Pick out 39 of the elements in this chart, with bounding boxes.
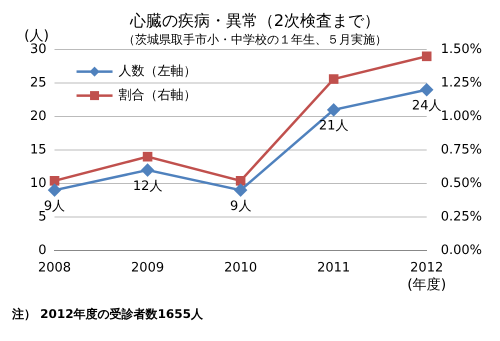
- y-tick-label: 0: [38, 242, 47, 258]
- legend-label: 割合（右軸）: [118, 88, 197, 103]
- x-axis-title: (年度): [407, 277, 446, 294]
- y2-tick-label: 0.50%: [440, 176, 482, 191]
- y2-tick-label: 1.50%: [440, 42, 482, 57]
- chart-title: 心臓の疾病・異常（2次検査まで）: [128, 10, 380, 30]
- data-label: 24人: [412, 98, 442, 114]
- y-tick-label: 15: [30, 142, 47, 158]
- point: [142, 152, 152, 162]
- data-label: 21人: [318, 118, 348, 134]
- x-tick-label: 2012: [410, 260, 444, 276]
- y2-tick-label: 0.25%: [440, 209, 482, 224]
- point: [141, 164, 154, 176]
- point: [234, 184, 247, 196]
- y-tick-label: 10: [30, 176, 47, 191]
- y-tick-label: 25: [30, 75, 47, 90]
- point: [236, 176, 246, 186]
- data-label: 9人: [230, 199, 252, 214]
- data-label: 12人: [132, 178, 162, 194]
- chart-subtitle: （茨城県取手市小・中学校の１年生、５月実施）: [123, 32, 387, 47]
- y-axis-title: (人): [24, 28, 50, 44]
- y-tick-label: 20: [30, 108, 47, 124]
- x-tick-label: 2010: [224, 260, 258, 276]
- text: 注） 2012年度の受診者数1655人: [11, 306, 204, 323]
- point: [422, 52, 432, 62]
- x-tick-label: 2009: [131, 260, 164, 276]
- y2-tick-label: 1.25%: [440, 75, 482, 90]
- legend-label: 人数（左軸）: [118, 64, 197, 79]
- y-tick-label: 30: [30, 42, 47, 57]
- point: [50, 176, 60, 186]
- point: [420, 84, 433, 96]
- point: [328, 74, 338, 84]
- point: [327, 104, 340, 116]
- y2-tick-label: 0.75%: [440, 142, 482, 158]
- point: [48, 184, 61, 196]
- y2-tick-label: 1.00%: [440, 108, 482, 124]
- x-tick-label: 2008: [38, 260, 72, 276]
- x-tick-label: 2011: [317, 260, 350, 276]
- y2-tick-label: 0.00%: [440, 242, 482, 258]
